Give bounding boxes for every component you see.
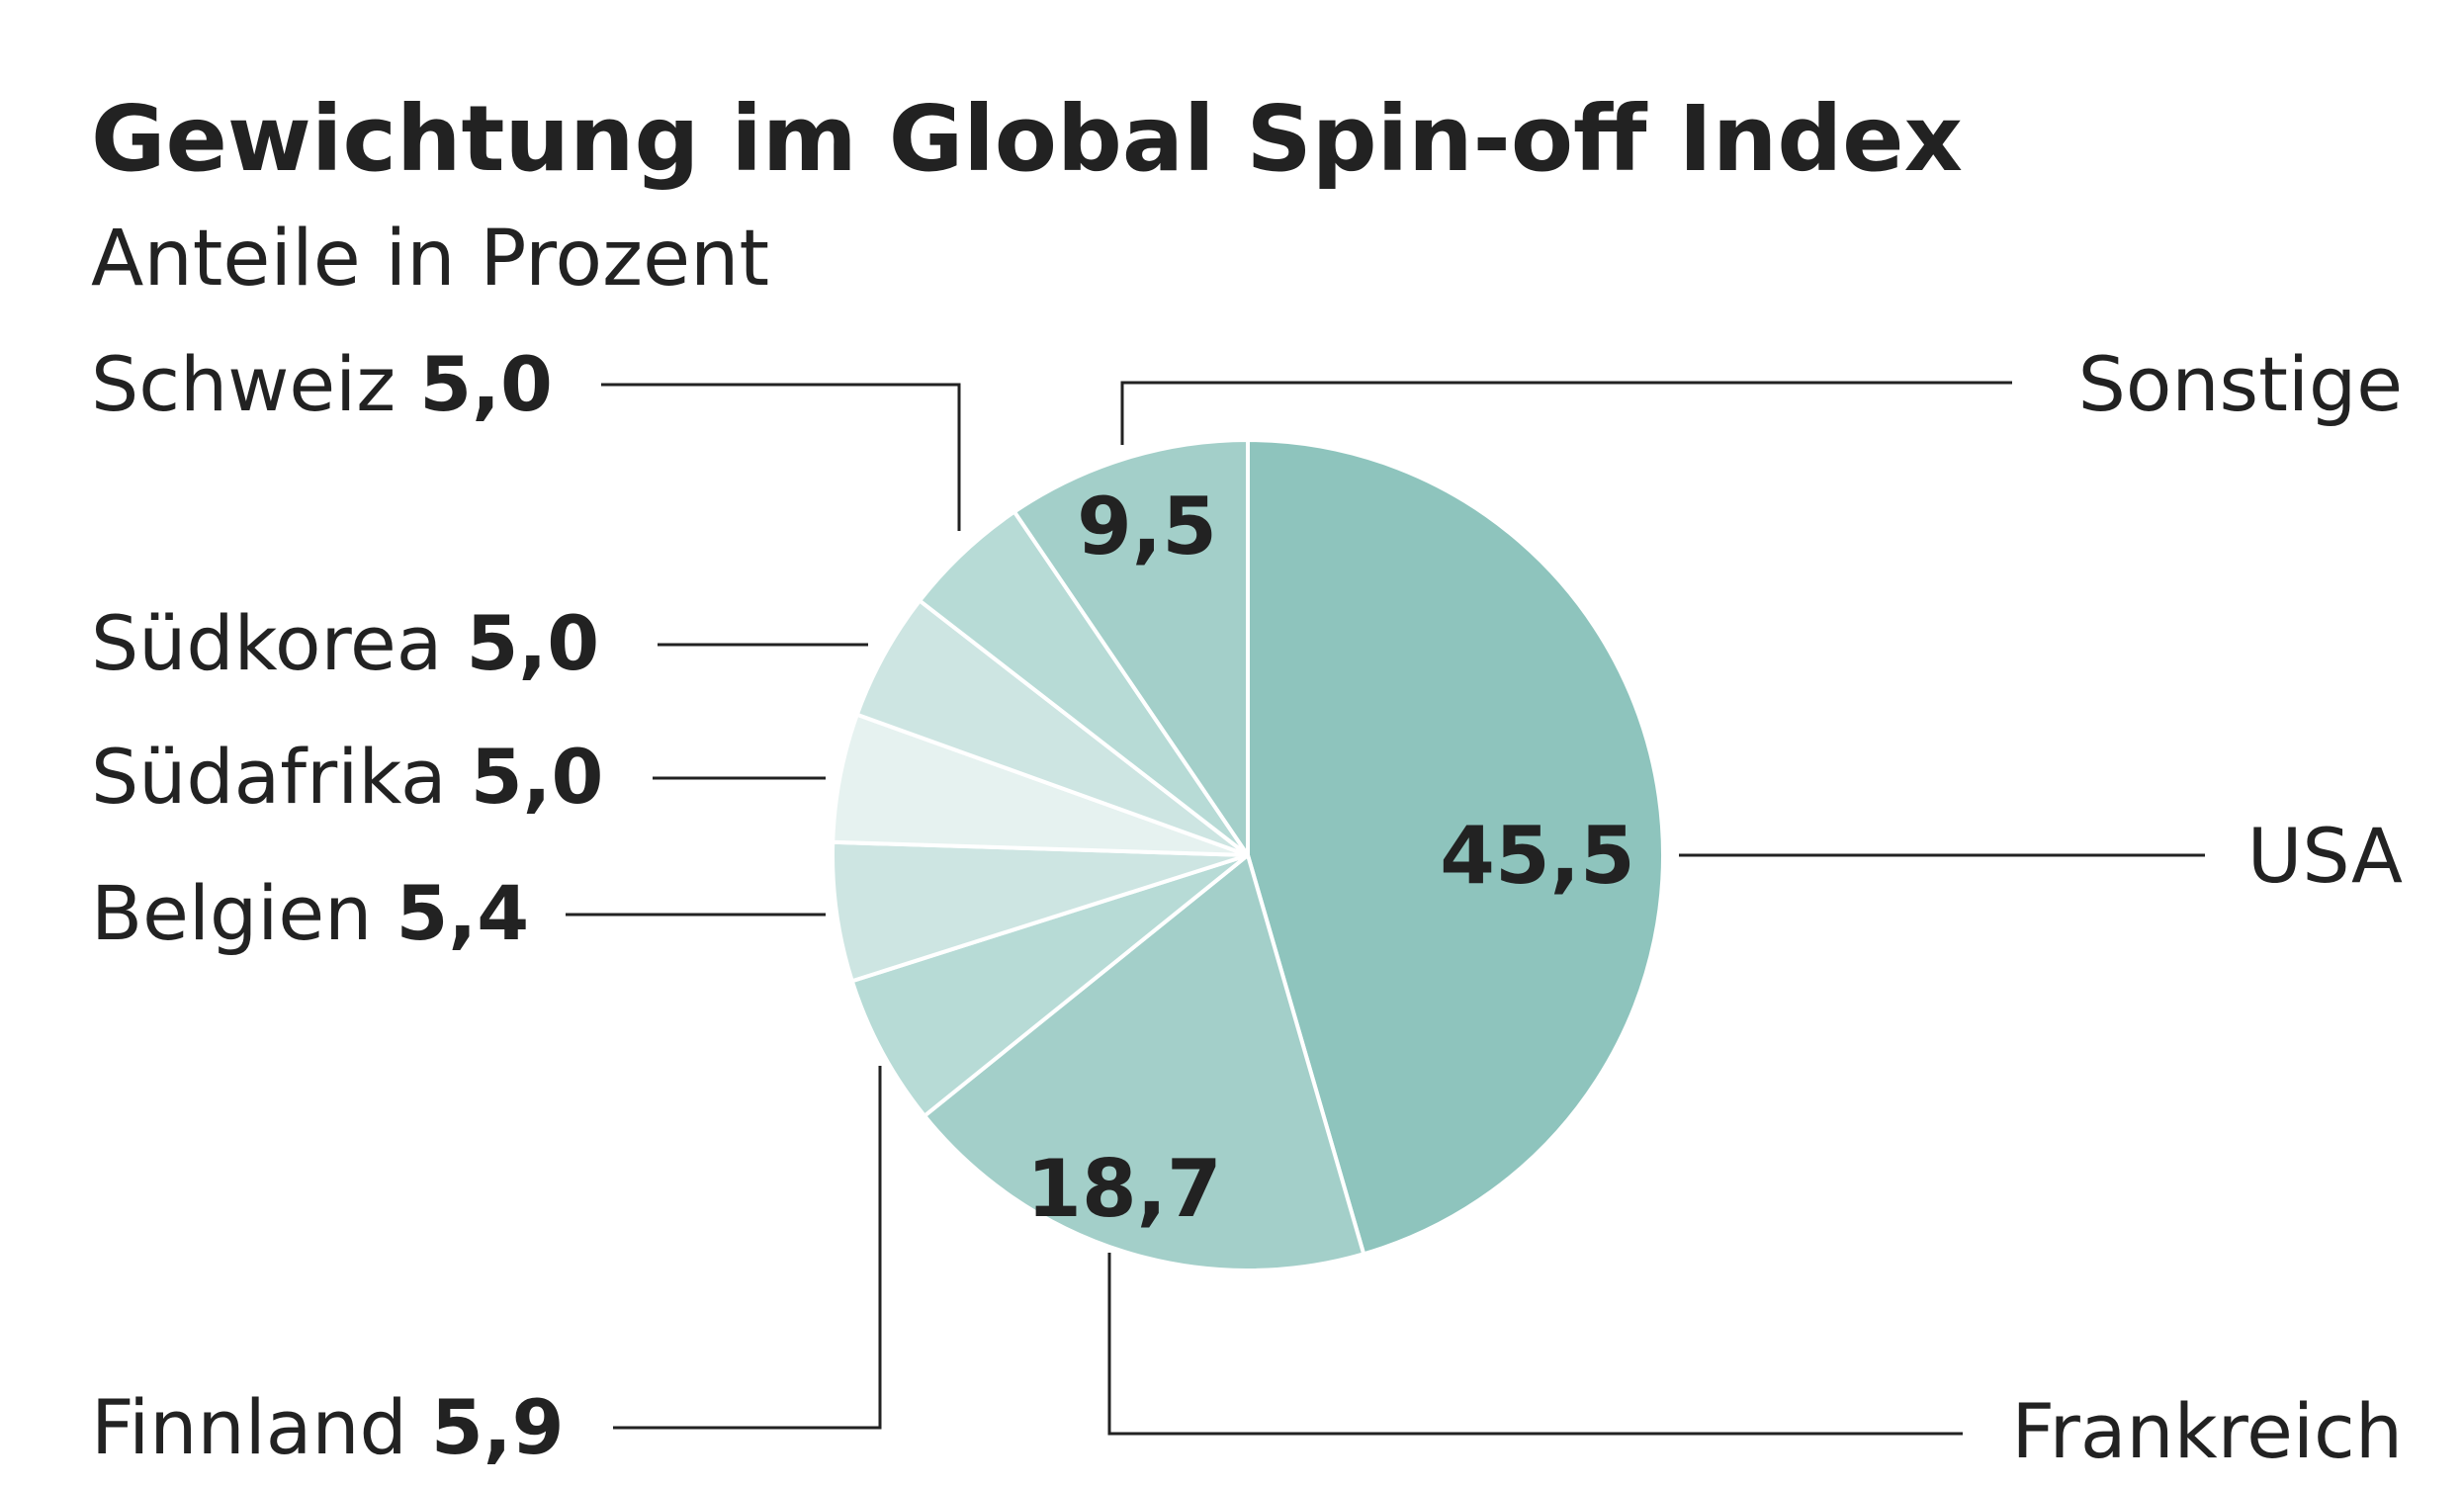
leader-line-finnland xyxy=(613,1066,882,1430)
pie-slice-frankreich xyxy=(922,851,1366,1272)
label-schweiz-value: 5,0 xyxy=(419,340,553,428)
pie-slice-belgien xyxy=(831,839,1249,984)
label-suedkorea-name: Südkorea xyxy=(91,599,442,687)
leader-line-schweiz xyxy=(601,383,961,531)
label-suedkorea-value: 5,0 xyxy=(467,599,600,687)
label-belgien-value: 5,4 xyxy=(396,869,529,957)
chart-title: Gewichtung im Global Spin-off Index xyxy=(91,86,1963,192)
pie-slice-sonstige xyxy=(1012,437,1250,862)
label-suedafrika-name: Südafrika xyxy=(91,733,447,821)
label-suedafrika-value: 5,0 xyxy=(471,733,604,821)
chart-subtitle: Anteile in Prozent xyxy=(91,215,769,304)
label-sonstige: Sonstige xyxy=(2078,340,2403,428)
slice-value-usa: 45,5 xyxy=(1440,810,1634,902)
leader-line-sonstige xyxy=(1120,381,2012,445)
pie-slices xyxy=(831,437,1665,1272)
slice-value-frankreich: 18,7 xyxy=(1026,1143,1221,1235)
label-suedkorea: Südkorea 5,0 xyxy=(91,599,599,687)
label-finnland: Finnland 5,9 xyxy=(91,1383,565,1471)
label-frankreich: Frankreich xyxy=(2011,1387,2403,1475)
label-schweiz-name: Schweiz xyxy=(91,340,396,428)
label-schweiz: Schweiz 5,0 xyxy=(91,340,553,428)
label-suedafrika: Südafrika 5,0 xyxy=(91,733,603,821)
label-finnland-name: Finnland xyxy=(91,1383,407,1471)
pie-slice-finnland xyxy=(849,853,1250,1119)
label-belgien: Belgien 5,4 xyxy=(91,869,529,957)
label-finnland-value: 5,9 xyxy=(431,1383,565,1471)
pie-slice-usa xyxy=(1246,437,1665,1257)
leader-line-frankreich xyxy=(1107,1253,1963,1436)
label-belgien-name: Belgien xyxy=(91,869,372,957)
slice-value-sonstige: 9,5 xyxy=(1077,481,1217,572)
label-usa: USA xyxy=(2247,812,2403,900)
